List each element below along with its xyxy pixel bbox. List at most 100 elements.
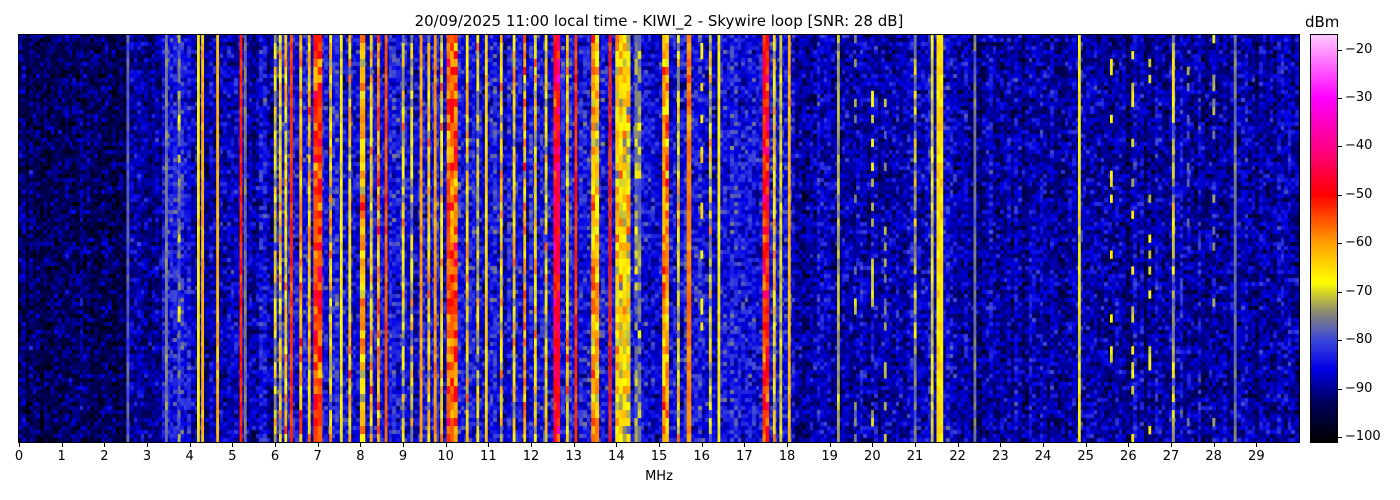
signal-segment [936,338,940,347]
signal-segment [686,162,692,171]
x-tick-mark [659,442,660,447]
signal-segment [936,58,940,68]
signal-segment [216,106,219,116]
signal-segment [369,418,373,427]
signal-segment [384,90,388,100]
signal-segment [278,386,282,395]
signal-segment [622,274,627,283]
signal-segment [772,202,776,211]
signal-segment [973,154,977,163]
signal-segment [512,370,516,379]
signal-segment [243,114,247,124]
signal-segment [556,130,561,140]
signal-segment [359,130,366,140]
signal-segment [359,210,366,219]
signal-segment [369,234,373,243]
signal-segment [622,74,627,84]
signal-segment [626,35,631,44]
signal-segment [307,162,311,171]
signal-segment [523,114,527,124]
signal-segment [837,170,840,179]
signal-segment [762,178,766,187]
signal-segment [574,186,578,195]
signal-segment [615,138,620,147]
signal-segment [440,290,443,299]
signal-segment [871,274,874,283]
signal-segment [465,290,469,299]
signal-segment [662,338,666,347]
signal-segment [637,242,642,251]
signal-segment [512,274,516,283]
signal-segment [936,346,940,355]
signal-band [419,35,423,442]
signal-segment [837,74,840,84]
signal-segment [126,290,130,299]
signal-segment [290,338,293,347]
signal-segment [717,51,721,60]
colorbar-frame [1310,34,1338,443]
colorbar-tick-label: −20 [1345,41,1373,57]
signal-segment [329,194,332,203]
signal-segment [278,234,282,243]
signal-segment [1233,43,1237,52]
signal-segment [348,290,352,299]
signal-segment [837,266,840,275]
signal-segment [913,170,917,179]
signal-segment [1171,378,1175,387]
signal-segment [637,162,642,171]
signal-segment [566,378,569,387]
signal-segment [973,194,977,203]
signal-segment [615,242,620,251]
signal-segment [662,242,666,251]
signal-segment [299,162,303,171]
signal-segment [973,282,977,291]
signal-segment [930,146,934,155]
signal-band [936,35,944,442]
signal-segment [384,114,388,124]
signal-segment [317,242,323,251]
signal-segment [446,386,451,395]
signal-segment [608,98,612,108]
signal-segment [936,266,940,275]
signal-segment [369,146,373,155]
signal-segment [273,378,277,387]
signal-segment [662,274,666,283]
signal-segment [440,162,443,171]
signal-segment [634,290,638,299]
signal-segment [765,35,770,44]
signal-segment [465,74,469,84]
signal-segment [626,106,631,116]
signal-segment [772,170,776,179]
signal-segment [284,298,288,307]
signal-segment [499,186,503,195]
signal-segment [329,354,332,363]
signal-segment [913,66,917,76]
signal-segment [534,386,537,395]
signal-segment [126,362,130,371]
signal-segment [637,138,642,147]
signal-segment [595,90,600,100]
signal-segment [512,43,516,52]
signal-segment [608,386,612,395]
signal-segment [126,130,130,140]
signal-segment [686,250,692,259]
signal-segment [419,43,423,52]
signal-segment [499,58,503,68]
signal-segment [450,114,455,124]
signal-segment [384,106,388,116]
signal-segment [278,370,282,379]
signal-segment [427,298,431,307]
signal-segment [608,322,612,331]
signal-segment [553,162,557,171]
signal-segment [284,370,288,379]
signal-segment [290,282,293,291]
signal-segment [665,234,669,243]
signal-segment [677,226,680,235]
signal-segment [686,51,692,60]
signal-segment [556,98,561,108]
signal-segment [484,250,488,259]
signal-segment [1233,266,1237,275]
signal-segment [433,51,437,60]
signal-segment [313,338,318,347]
signal-segment [762,226,766,235]
